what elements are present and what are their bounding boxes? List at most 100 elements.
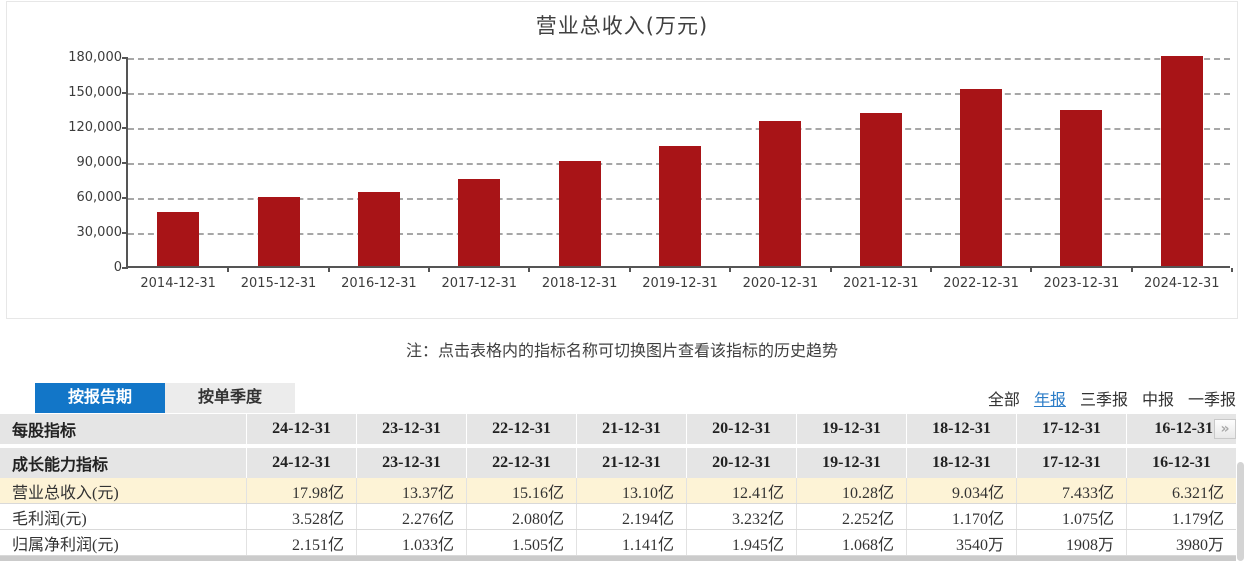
x-axis-tick (929, 268, 932, 272)
indicator-value: 3.528亿 (246, 504, 356, 529)
indicator-value: 10.28亿 (796, 478, 906, 503)
indicator-value: 2.276亿 (356, 504, 466, 529)
gridline (128, 93, 1230, 95)
indicator-name-link[interactable]: 营业总收入(元) (12, 484, 119, 502)
chart-title: 营业总收入(万元) (535, 14, 709, 38)
bar-2020-12-31 (759, 121, 802, 266)
indicator-value: 1.945亿 (686, 530, 796, 555)
header-date: 17-12-31 (1016, 414, 1126, 444)
indicator-value: 12.41亿 (686, 478, 796, 503)
filter-link-2[interactable]: 三季报 (1079, 392, 1128, 409)
y-axis-label: 0 (113, 260, 122, 275)
x-axis-tick (327, 268, 330, 272)
revenue-chart-panel: 营业总收入(万元) 2014-12-31 2015-12-31 2016-12-31… (6, 1, 1238, 319)
tab-by-single-quarter[interactable]: 按单季度 (165, 383, 295, 413)
x-axis-tick (829, 268, 832, 272)
x-axis-label: 2017-12-31 (441, 276, 518, 291)
vertical-scrollbar[interactable] (1237, 462, 1244, 561)
indicator-value: 1.033亿 (356, 530, 466, 555)
y-axis-tick (122, 162, 128, 164)
x-axis-label: 2014-12-31 (140, 276, 216, 291)
header-date: 18-12-31 (906, 448, 1016, 478)
indicator-value: 1908万 (1016, 530, 1126, 555)
bar-2021-12-31 (859, 113, 902, 266)
header-date: 19-12-31 (796, 448, 906, 478)
gridline (128, 58, 1230, 60)
x-axis-tick (1130, 268, 1133, 272)
bar-2017-12-31 (458, 179, 501, 266)
x-axis-label: 2023-12-31 (1043, 276, 1120, 291)
chart-note: 注：点击表格内的指标名称可切换图片查看该指标的历史趋势 (405, 343, 838, 360)
expand-columns-icon[interactable]: » (1214, 419, 1236, 439)
report-type-filters: 全部 年报 三季报 中报 一季报 (974, 386, 1236, 410)
report-period-tabs: 按报告期 按单季度 (35, 383, 295, 413)
x-axis-label: 2016-12-31 (341, 276, 417, 291)
header-date: 20-12-31 (686, 414, 796, 444)
header-date: 16-12-31 (1126, 448, 1236, 478)
x-axis-tick (227, 268, 230, 272)
filter-link-1[interactable]: 年报 (1033, 392, 1066, 409)
header-group-label[interactable]: 每股指标 (12, 423, 77, 440)
indicator-value: 15.16亿 (466, 478, 576, 503)
indicator-value: 2.080亿 (466, 504, 576, 529)
header-date: 23-12-31 (356, 414, 466, 444)
tab-by-report-period[interactable]: 按报告期 (35, 383, 165, 413)
indicator-value: 1.170亿 (906, 504, 1016, 529)
indicator-value: 2.252亿 (796, 504, 906, 529)
indicator-value: 1.179亿 (1126, 504, 1236, 529)
y-axis-label: 90,000 (76, 155, 123, 170)
header-date: 20-12-31 (686, 448, 796, 478)
header-date: 19-12-31 (796, 414, 906, 444)
gridline (128, 128, 1230, 130)
indicator-value: 1.141亿 (576, 530, 686, 555)
header-date: 21-12-31 (576, 448, 686, 478)
indicator-value: 13.37亿 (356, 478, 466, 503)
indicator-name-link[interactable]: 归属净利润(元) (12, 536, 119, 554)
filter-link-4[interactable]: 一季报 (1187, 392, 1236, 409)
bar-chart-plot-area: 2014-12-31 2015-12-31 2016-12-31 2017-12-31… (122, 56, 1233, 291)
bar-2023-12-31 (1060, 110, 1103, 266)
indicator-value: 3540万 (906, 530, 1016, 555)
bar-2016-12-31 (357, 192, 400, 266)
indicator-value: 17.98亿 (246, 478, 356, 503)
x-axis-label: 2020-12-31 (742, 276, 819, 291)
x-axis-label: 2021-12-31 (842, 276, 919, 291)
y-axis-tick (122, 57, 128, 59)
y-axis-tick (122, 127, 128, 129)
bar-2015-12-31 (257, 197, 300, 266)
y-axis-label: 60,000 (76, 190, 123, 205)
x-axis-tick (428, 268, 431, 272)
indicator-value: 6.321亿 (1126, 478, 1236, 503)
indicator-value: 3.232亿 (686, 504, 796, 529)
bar-2014-12-31 (157, 212, 200, 266)
y-axis-tick (122, 267, 128, 269)
header-date: 22-12-31 (466, 448, 576, 478)
x-axis-label: 2018-12-31 (541, 276, 618, 291)
header-date: 17-12-31 (1016, 448, 1126, 478)
indicator-value: 7.433亿 (1016, 478, 1126, 503)
indicator-name-link[interactable]: 毛利润(元) (12, 510, 87, 528)
indicator-value: 1.075亿 (1016, 504, 1126, 529)
x-axis-label: 2015-12-31 (240, 276, 317, 291)
indicator-value: 2.194亿 (576, 504, 686, 529)
filter-link-3[interactable]: 中报 (1141, 392, 1174, 409)
header-group-label[interactable]: 成长能力指标 (12, 457, 109, 474)
indicator-table: 每股指标 24-12-31 23-12-31 22-12-31 21-12-31 20-1… (0, 414, 1236, 556)
x-axis-tick (528, 268, 531, 272)
table-row: 营业总收入(元) 17.98亿 13.37亿 15.16亿 13.10亿 12.41亿 10… (0, 478, 1236, 504)
header-date: 23-12-31 (356, 448, 466, 478)
x-axis-label: 2024-12-31 (1144, 276, 1220, 291)
indicator-value: 1.068亿 (796, 530, 906, 555)
next-header-row-edge (0, 556, 1236, 561)
x-axis-label: 2019-12-31 (642, 276, 718, 291)
filter-link-0[interactable]: 全部 (987, 392, 1020, 409)
bar-2022-12-31 (960, 89, 1003, 266)
header-date: 21-12-31 (576, 414, 686, 444)
table-row: 归属净利润(元) 2.151亿 1.033亿 1.505亿 1.141亿 1.945亿 1.… (0, 530, 1236, 556)
table-row: 毛利润(元) 3.528亿 2.276亿 2.080亿 2.194亿 3.232亿 2.25… (0, 504, 1236, 530)
indicator-value: 3980万 (1126, 530, 1236, 555)
table-header-row: 每股指标 24-12-31 23-12-31 22-12-31 21-12-31 20-1… (0, 414, 1236, 444)
y-axis-tick (122, 197, 128, 199)
x-axis-tick (1231, 268, 1233, 272)
